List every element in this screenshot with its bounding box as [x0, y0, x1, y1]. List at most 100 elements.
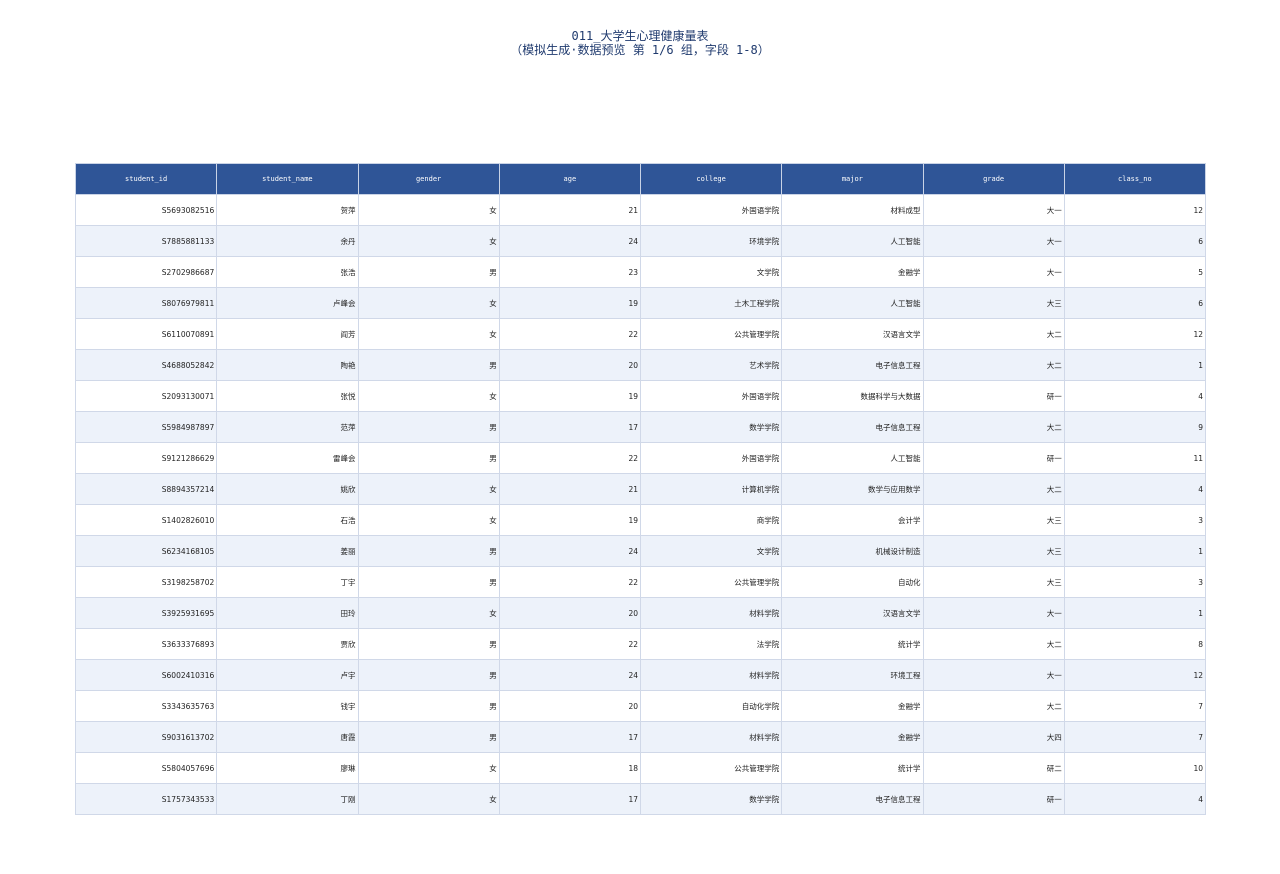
- table-row: S9121286629 雷峰会男 22 外国语学院 人工智能 研一 11: [74, 442, 1207, 474]
- subtitle: （模拟生成·数据预览 第 1/6 组，字段 1-8）: [510, 43, 770, 57]
- table-cell: 21: [498, 473, 642, 505]
- table-cell: S9031613702: [74, 721, 218, 753]
- table-cell: 大二: [922, 349, 1065, 381]
- table-cell: 17: [498, 783, 642, 815]
- table-cell: 人工智能: [781, 225, 924, 257]
- table-cell: 20: [498, 349, 642, 381]
- table-cell: 材料成型: [781, 194, 924, 226]
- table-cell: 1: [1063, 535, 1207, 567]
- table-row: S1402826010 石浩女 19 商学院 会计学 大三 3: [74, 504, 1207, 536]
- table-cell: 男: [357, 349, 500, 381]
- table-cell: 商学院: [639, 504, 783, 536]
- table-row: S3633376893 贾欣男 22 法学院 统计学 大二 8: [74, 628, 1207, 660]
- table-cell: 陶艳: [216, 349, 359, 381]
- table-cell: S1757343533: [74, 783, 218, 815]
- table-row: S5804057696 廖琳女 18 公共管理学院 统计学 研二 10: [74, 752, 1207, 784]
- table-cell: 田玲: [216, 597, 359, 629]
- data-table: student_id student_name gender age college ma…: [74, 163, 1207, 815]
- table-cell: 男: [357, 566, 500, 598]
- table-cell: 23: [498, 256, 642, 288]
- table-cell: S5804057696: [74, 752, 218, 784]
- table-cell: 研一: [922, 380, 1065, 412]
- table-cell: 大一: [922, 659, 1065, 691]
- table-cell: 4: [1063, 783, 1207, 815]
- table-cell: 机械设计制造: [781, 535, 924, 567]
- table-cell: 公共管理学院: [639, 318, 783, 350]
- table-row: S6110070891 阎芳女 22 公共管理学院 汉语言文学 大二 12: [74, 318, 1207, 350]
- table-cell: 女: [357, 194, 500, 226]
- table-cell: 女: [357, 318, 500, 350]
- table-cell: 范萍: [216, 411, 359, 443]
- table-cell: 24: [498, 659, 642, 691]
- table-row: S7885881133 余丹女 24 环境学院 人工智能 大一 6: [74, 225, 1207, 257]
- column-header: grade: [922, 163, 1065, 195]
- table-cell: 22: [498, 442, 642, 474]
- table-cell: 汉语言文学: [781, 597, 924, 629]
- table-cell: 统计学: [781, 752, 924, 784]
- table-cell: 22: [498, 566, 642, 598]
- table-cell: S6110070891: [74, 318, 218, 350]
- table-cell: S9121286629: [74, 442, 218, 474]
- table-cell: 外国语学院: [639, 194, 783, 226]
- table-cell: 大二: [922, 690, 1065, 722]
- table-cell: 大二: [922, 318, 1065, 350]
- table-cell: 3: [1063, 504, 1207, 536]
- table-cell: 外国语学院: [639, 442, 783, 474]
- table-cell: 12: [1063, 659, 1207, 691]
- table-cell: 张浩: [216, 256, 359, 288]
- table-cell: 大一: [922, 256, 1065, 288]
- column-header: college: [639, 163, 783, 195]
- table-cell: 男: [357, 411, 500, 443]
- table-cell: S6234168105: [74, 535, 218, 567]
- table-cell: 12: [1063, 318, 1207, 350]
- table-cell: 7: [1063, 721, 1207, 753]
- table-cell: 余丹: [216, 225, 359, 257]
- table-cell: 电子信息工程: [781, 783, 924, 815]
- table-cell: 文学院: [639, 256, 783, 288]
- column-header: class_no: [1063, 163, 1207, 195]
- table-cell: 女: [357, 504, 500, 536]
- table-cell: 大三: [922, 504, 1065, 536]
- table-cell: 统计学: [781, 628, 924, 660]
- table-cell: 女: [357, 225, 500, 257]
- table-cell: 20: [498, 597, 642, 629]
- table-cell: 女: [357, 783, 500, 815]
- table-cell: 男: [357, 690, 500, 722]
- table-cell: 大二: [922, 473, 1065, 505]
- table-cell: 卢峰会: [216, 287, 359, 319]
- table-cell: S3925931695: [74, 597, 218, 629]
- table-cell: 金融学: [781, 256, 924, 288]
- table-cell: S8076979811: [74, 287, 218, 319]
- table-cell: 公共管理学院: [639, 566, 783, 598]
- table-cell: 17: [498, 411, 642, 443]
- table-cell: 研一: [922, 442, 1065, 474]
- table-cell: 22: [498, 628, 642, 660]
- table-cell: 男: [357, 659, 500, 691]
- table-cell: 11: [1063, 442, 1207, 474]
- table-body: S5693082516 贺萍女 21 外国语学院 材料成型 大一 12 S7885881133…: [74, 194, 1207, 815]
- table-cell: 大四: [922, 721, 1065, 753]
- table-cell: 6: [1063, 287, 1207, 319]
- table-cell: 丁刚: [216, 783, 359, 815]
- table-row: S2702986687 张浩男 23 文学院 金融学 大一 5: [74, 256, 1207, 288]
- table-cell: S6002410316: [74, 659, 218, 691]
- table-cell: 汉语言文学: [781, 318, 924, 350]
- table-cell: 钱宇: [216, 690, 359, 722]
- table-cell: 女: [357, 473, 500, 505]
- header-row: student_id student_name gender age college ma…: [74, 163, 1207, 195]
- table-cell: 男: [357, 721, 500, 753]
- table-cell: 男: [357, 442, 500, 474]
- table-cell: 8: [1063, 628, 1207, 660]
- table-cell: 数据科学与大数据: [781, 380, 924, 412]
- table-cell: 人工智能: [781, 442, 924, 474]
- table-cell: S4688052842: [74, 349, 218, 381]
- table-cell: 电子信息工程: [781, 411, 924, 443]
- table-row: S6002410316 卢宇男 24 材料学院 环境工程 大一 12: [74, 659, 1207, 691]
- column-header: major: [781, 163, 924, 195]
- table-cell: 数学与应用数学: [781, 473, 924, 505]
- table-row: S6234168105 姜丽男 24 文学院 机械设计制造 大三 1: [74, 535, 1207, 567]
- title: 011_大学生心理健康量表: [571, 29, 709, 43]
- table-cell: 张悦: [216, 380, 359, 412]
- table-cell: 18: [498, 752, 642, 784]
